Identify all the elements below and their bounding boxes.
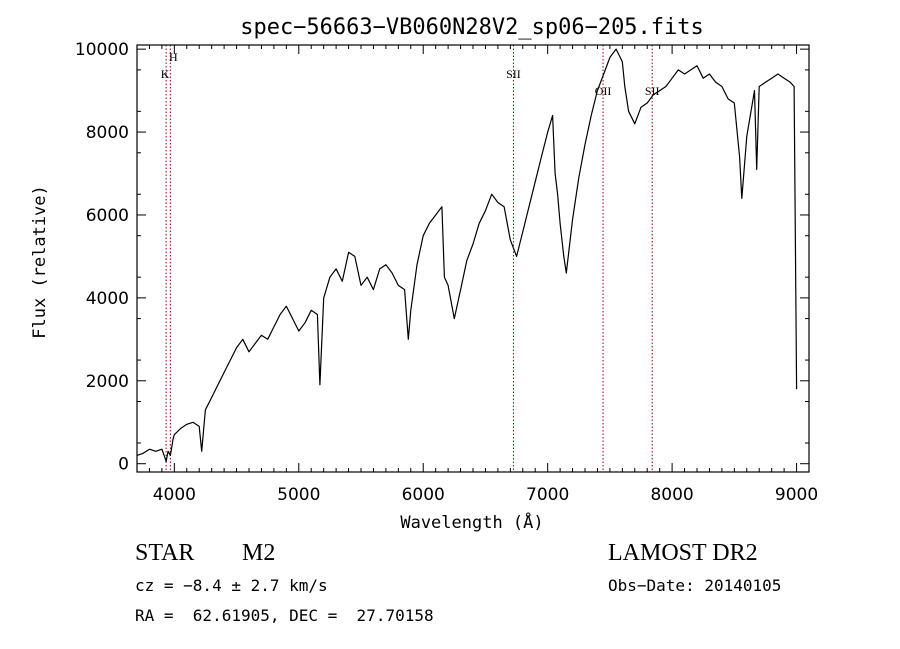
object-type: STAR bbox=[135, 540, 195, 566]
x-tick-label: 7000 bbox=[526, 485, 569, 505]
y-tick-label: 6000 bbox=[86, 206, 129, 226]
radial-velocity: cz = −8.4 ± 2.7 km/s bbox=[135, 576, 328, 595]
y-tick-label: 0 bbox=[118, 455, 129, 475]
survey-release: LAMOST DR2 bbox=[608, 540, 758, 566]
line-marker-label: SII bbox=[645, 84, 660, 98]
y-tick-label: 2000 bbox=[86, 372, 129, 392]
observation-date: Obs−Date: 20140105 bbox=[608, 576, 782, 595]
line-marker-label: SII bbox=[506, 67, 521, 81]
chart-title: spec−56663−VB060N28V2_sp06−205.fits bbox=[240, 15, 704, 40]
plot-frame bbox=[136, 44, 810, 473]
x-tick-label: 8000 bbox=[650, 485, 693, 505]
spectral-subclass: M2 bbox=[242, 540, 276, 566]
x-tick-label: 5000 bbox=[277, 485, 320, 505]
x-axis: 4000 5000 6000 7000 8000 9000 bbox=[148, 45, 818, 505]
y-axis-label: Flux (relative) bbox=[30, 185, 50, 339]
y-tick-label: 10000 bbox=[75, 40, 129, 60]
line-marker-label: H bbox=[169, 50, 178, 64]
y-tick-label: 8000 bbox=[86, 123, 129, 143]
sky-coordinates: RA = 62.61905, DEC = 27.70158 bbox=[135, 606, 434, 625]
x-tick-label: 4000 bbox=[153, 485, 196, 505]
line-marker-label: K bbox=[161, 67, 170, 81]
x-axis-label: Wavelength (Å) bbox=[400, 511, 543, 533]
x-tick-label: 9000 bbox=[775, 485, 818, 505]
x-tick-label: 6000 bbox=[402, 485, 445, 505]
y-axis: 0 2000 4000 6000 8000 10000 bbox=[75, 40, 809, 475]
spectrum-line bbox=[136, 48, 798, 463]
y-tick-label: 4000 bbox=[86, 289, 129, 309]
